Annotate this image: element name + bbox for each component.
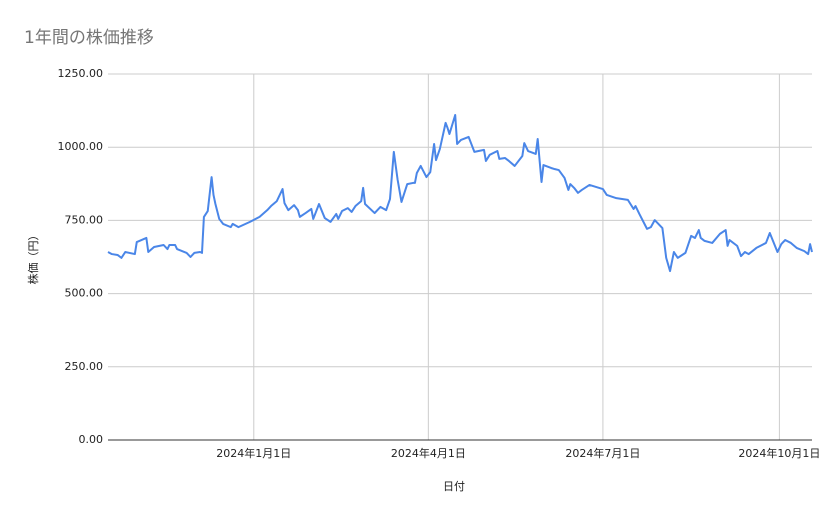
x-axis-title: 日付 <box>443 480 465 493</box>
y-tick-label: 1250.00 <box>58 67 104 80</box>
y-tick-label: 250.00 <box>65 360 104 373</box>
x-tick-label: 2024年4月1日 <box>391 446 466 460</box>
y-tick-label: 1000.00 <box>58 140 104 153</box>
x-tick-label: 2024年1月1日 <box>216 446 291 460</box>
y-tick-label: 500.00 <box>65 287 104 300</box>
x-tick-label: 2024年10月1日 <box>738 446 820 460</box>
chart-title: 1年間の株価推移 <box>24 28 154 48</box>
y-axis-title: 株価（円） <box>26 230 40 285</box>
y-tick-label: 750.00 <box>65 213 104 226</box>
y-tick-label: 0.00 <box>79 433 104 446</box>
x-tick-label: 2024年7月1日 <box>565 446 640 460</box>
line-series <box>107 113 813 273</box>
